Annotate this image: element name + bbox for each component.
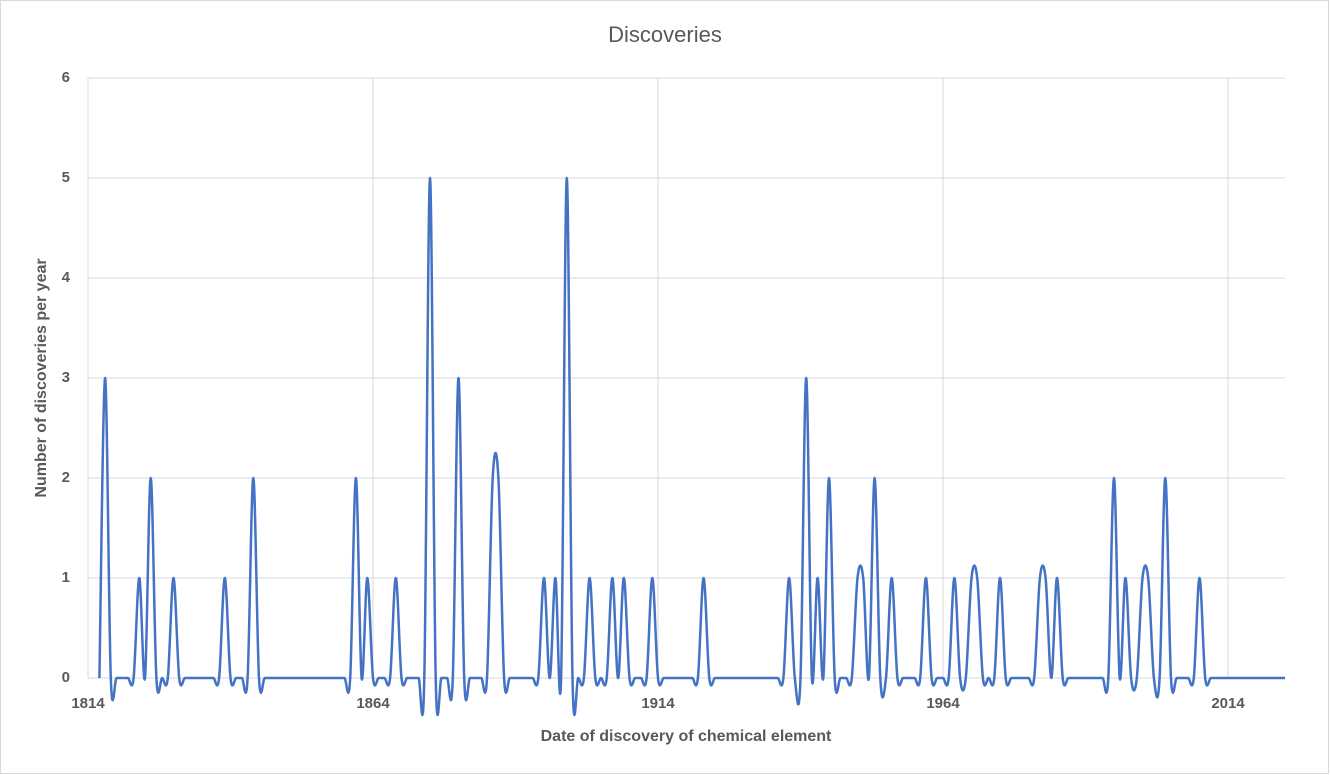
- y-tick-label: 0: [62, 669, 70, 686]
- x-tick-label: 1964: [926, 695, 960, 712]
- chart-title: Discoveries: [608, 22, 722, 47]
- y-tick-label: 5: [62, 169, 70, 186]
- y-axis-label: Number of discoveries per year: [33, 258, 50, 497]
- y-tick-label: 6: [62, 69, 70, 86]
- y-tick-label: 4: [62, 269, 71, 286]
- x-tick-label: 1914: [641, 695, 675, 712]
- data-line: [98, 176, 1285, 717]
- x-tick-label: 2014: [1211, 695, 1245, 712]
- y-tick-label: 2: [62, 469, 70, 486]
- y-tick-label: 3: [62, 369, 70, 386]
- x-axis-label: Date of discovery of chemical element: [541, 728, 832, 745]
- x-tick-label: 1814: [71, 695, 105, 712]
- x-tick-label: 1864: [356, 695, 390, 712]
- y-tick-label: 1: [62, 569, 70, 586]
